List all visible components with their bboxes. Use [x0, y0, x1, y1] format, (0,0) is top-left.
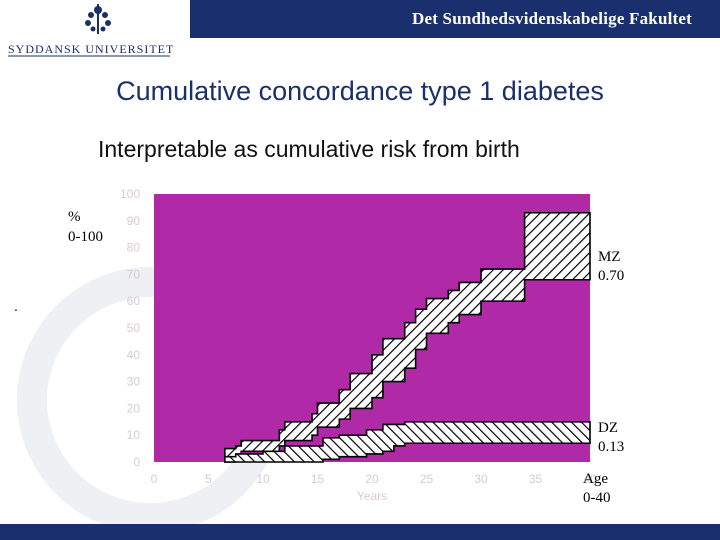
y-tick-label: 20 — [127, 401, 141, 415]
y-tick-label: 50 — [127, 321, 141, 335]
slide-title: Cumulative concordance type 1 diabetes — [116, 76, 604, 106]
university-logo: SYDDANSK UNIVERSITET — [0, 0, 190, 60]
y-tick-label: 40 — [127, 348, 141, 362]
dz-label: DZ 0.13 — [598, 419, 624, 457]
tree-logo-icon — [8, 4, 170, 57]
x-tick-label: 10 — [256, 472, 270, 486]
dz-name: DZ — [598, 420, 618, 436]
slide-subtitle: Interpretable as cumulative risk from bi… — [98, 136, 520, 162]
x-tick-label: 40 — [583, 472, 597, 486]
y-note-unit: % — [68, 209, 81, 225]
x-axis-label: Years — [357, 489, 387, 503]
age-label: Age 0-40 — [583, 470, 611, 508]
x-tick-label: 0 — [151, 472, 158, 486]
y-tick-label: 80 — [127, 241, 141, 255]
y-tick-label: 30 — [127, 375, 141, 389]
footer-bar — [0, 524, 720, 540]
mz-value: 0.70 — [598, 268, 625, 284]
age-name: Age — [583, 471, 608, 487]
mz-label: MZ 0.70 — [598, 248, 624, 286]
y-tick-label: 0 — [133, 455, 140, 469]
y-tick-label: 100 — [120, 187, 140, 201]
x-tick-label: 15 — [311, 472, 325, 486]
dz-value: 0.13 — [598, 439, 625, 455]
y-tick-label: 60 — [127, 294, 141, 308]
x-tick-label: 20 — [365, 472, 379, 486]
university-name: SYDDANSK UNIVERSITET — [8, 42, 175, 56]
plot-area — [154, 194, 590, 462]
x-tick-label: 5 — [205, 472, 212, 486]
series-band-mz — [224, 211, 591, 463]
y-tick-label: 70 — [127, 267, 141, 281]
x-tick-label: 35 — [529, 472, 543, 486]
series-band-dz — [224, 421, 591, 463]
x-tick-label: 25 — [420, 472, 434, 486]
faculty-name: Det Sundhedsvidenskabelige Fakultet — [412, 9, 692, 28]
stray-mark: . — [14, 298, 18, 314]
y-tick-label: 90 — [127, 214, 141, 228]
x-tick-label: 30 — [474, 472, 488, 486]
y-note-range: 0-100 — [68, 229, 103, 245]
y-tick-label: 10 — [127, 428, 141, 442]
mz-name: MZ — [598, 249, 621, 265]
y-range-note: % 0-100 — [68, 207, 103, 247]
age-range: 0-40 — [583, 490, 611, 506]
